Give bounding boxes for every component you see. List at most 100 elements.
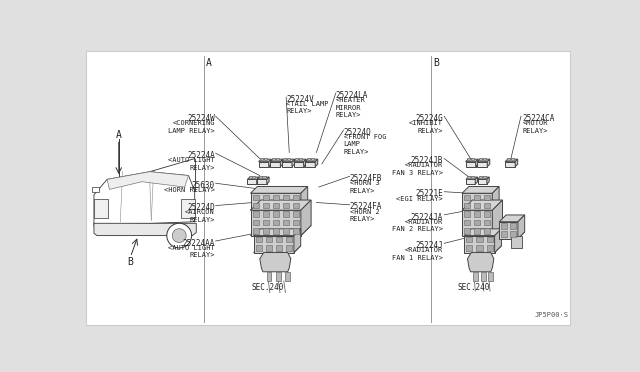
Text: 25224D: 25224D — [187, 203, 215, 212]
Text: B: B — [433, 58, 439, 68]
Polygon shape — [466, 179, 476, 184]
Text: <HORN 2
RELAY>: <HORN 2 RELAY> — [349, 209, 380, 222]
Bar — [511, 158, 514, 160]
Polygon shape — [303, 159, 306, 167]
Polygon shape — [294, 162, 303, 167]
Bar — [481, 272, 486, 281]
Bar — [479, 176, 482, 178]
Text: 25224A: 25224A — [187, 151, 215, 160]
Bar — [276, 158, 279, 160]
Polygon shape — [253, 229, 301, 235]
Circle shape — [172, 229, 186, 243]
Polygon shape — [462, 203, 499, 210]
Text: <RADIATOR
FAN 3 RELAY>: <RADIATOR FAN 3 RELAY> — [392, 163, 443, 176]
Polygon shape — [94, 172, 195, 225]
Polygon shape — [305, 159, 317, 162]
Polygon shape — [282, 162, 292, 167]
Polygon shape — [499, 222, 518, 239]
Polygon shape — [305, 162, 316, 167]
Polygon shape — [499, 232, 525, 239]
Polygon shape — [107, 172, 189, 189]
Text: A: A — [116, 131, 122, 141]
Bar — [479, 158, 482, 160]
Bar — [467, 237, 472, 243]
Bar — [501, 231, 507, 237]
Bar — [474, 195, 480, 200]
Bar — [474, 211, 480, 217]
Bar — [474, 220, 480, 225]
Polygon shape — [499, 215, 525, 222]
Bar — [464, 195, 470, 200]
Polygon shape — [250, 225, 311, 235]
Bar — [253, 228, 259, 234]
Bar — [293, 195, 299, 200]
Text: <FRONT FOG
LAMP
RELAY>: <FRONT FOG LAMP RELAY> — [344, 134, 386, 155]
Bar — [262, 228, 269, 234]
Text: 25224G: 25224G — [415, 114, 443, 123]
Polygon shape — [518, 215, 525, 239]
Bar — [483, 158, 486, 160]
Polygon shape — [248, 177, 259, 179]
Bar — [248, 176, 252, 178]
Bar — [484, 211, 490, 217]
Bar — [484, 203, 490, 208]
Bar — [267, 272, 271, 281]
Polygon shape — [467, 253, 494, 272]
Polygon shape — [250, 193, 301, 210]
Text: 25224Q: 25224Q — [344, 128, 371, 137]
Polygon shape — [280, 159, 283, 167]
Bar — [511, 223, 516, 228]
Bar — [486, 246, 493, 251]
Bar — [262, 211, 269, 217]
Bar — [276, 246, 282, 251]
Polygon shape — [94, 223, 196, 235]
Text: SEC.240: SEC.240 — [252, 283, 284, 292]
Bar — [293, 228, 299, 234]
Bar — [471, 158, 474, 160]
Polygon shape — [270, 162, 280, 167]
Polygon shape — [259, 159, 271, 162]
Text: <HEATER
MIRROR
RELAY>: <HEATER MIRROR RELAY> — [336, 97, 365, 118]
Polygon shape — [465, 246, 502, 253]
Polygon shape — [253, 246, 301, 253]
Bar — [501, 223, 507, 228]
Bar — [273, 211, 278, 217]
Bar — [467, 158, 470, 160]
Polygon shape — [250, 210, 301, 235]
Polygon shape — [250, 186, 308, 193]
Bar — [287, 158, 291, 160]
Text: <HORN 3
RELAY>: <HORN 3 RELAY> — [349, 180, 380, 194]
Bar — [484, 228, 490, 234]
Polygon shape — [270, 159, 283, 162]
Bar — [511, 235, 522, 248]
Text: B: B — [127, 257, 133, 267]
Text: SEC.240: SEC.240 — [458, 283, 490, 292]
Text: 25224J: 25224J — [415, 241, 443, 250]
Text: 25224FA: 25224FA — [349, 202, 382, 212]
Polygon shape — [316, 159, 317, 167]
Bar — [474, 228, 480, 234]
Polygon shape — [253, 235, 294, 253]
Bar — [286, 237, 292, 243]
Polygon shape — [477, 159, 490, 162]
Polygon shape — [260, 253, 291, 272]
Bar — [252, 176, 255, 178]
Bar — [253, 203, 259, 208]
Polygon shape — [301, 200, 311, 235]
Bar — [260, 158, 263, 160]
Bar — [286, 246, 292, 251]
Bar — [253, 211, 259, 217]
Polygon shape — [487, 159, 490, 167]
Bar — [293, 203, 299, 208]
Bar — [283, 228, 289, 234]
Bar — [262, 176, 266, 178]
Bar — [262, 220, 269, 225]
Text: <TAIL LAMP
RELAY>: <TAIL LAMP RELAY> — [286, 101, 329, 114]
Text: 25224V: 25224V — [286, 95, 314, 104]
Text: JP5P00·S: JP5P00·S — [534, 312, 568, 318]
Polygon shape — [477, 179, 487, 184]
Bar — [293, 211, 299, 217]
Text: 25224LA: 25224LA — [336, 91, 368, 100]
Polygon shape — [257, 177, 259, 184]
Bar — [273, 220, 278, 225]
